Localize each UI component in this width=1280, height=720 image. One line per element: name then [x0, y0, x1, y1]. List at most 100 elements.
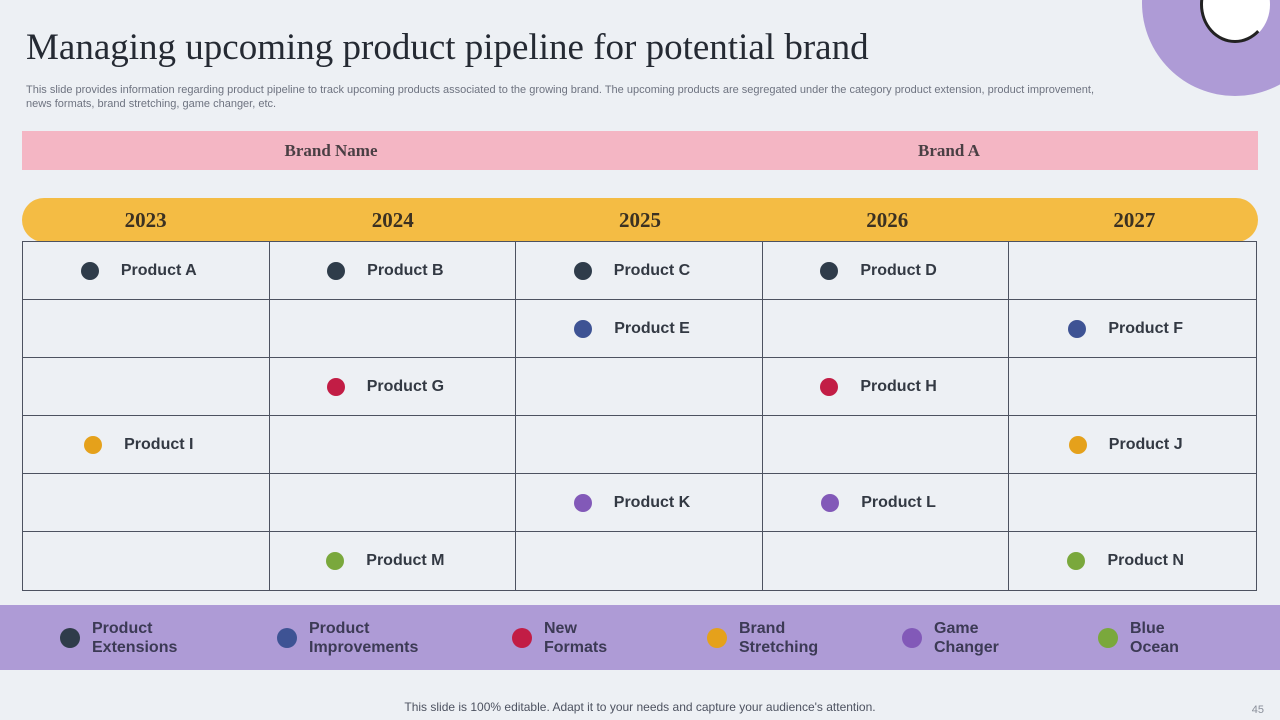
legend-bar: Product Extensions Product Improvements Ne… — [0, 605, 1280, 670]
year-header: 2026 — [866, 207, 909, 232]
legend-dot-icon — [60, 628, 80, 648]
year-header: 2023 — [124, 207, 167, 232]
grid-cell: Product A — [23, 242, 270, 300]
category-dot-icon — [80, 261, 99, 280]
legend-item: Blue Ocean — [1098, 619, 1179, 657]
product-item: Product M — [326, 552, 445, 570]
pipeline-grid: Product A Product B Product C Product D Prod… — [22, 241, 1257, 591]
legend-dot-icon — [277, 628, 297, 648]
product-label: Product F — [1108, 319, 1184, 337]
grid-cell — [269, 416, 517, 474]
product-item: Product I — [84, 435, 193, 454]
legend-label: Product Improvements — [309, 620, 419, 656]
grid-cell — [269, 474, 517, 532]
slide-title: Managing upcoming product pipeline for p… — [26, 27, 869, 68]
grid-cell — [1009, 242, 1256, 300]
grid-cell: Product L — [762, 474, 1010, 532]
grid-cell — [23, 358, 270, 416]
product-label: Product C — [613, 261, 691, 279]
product-label: Product D — [860, 261, 937, 279]
slide-subtitle: This slide provides information regardin… — [26, 84, 1095, 110]
year-header: 2025 — [619, 207, 661, 232]
product-item: Product E — [574, 319, 690, 338]
product-label: Product N — [1107, 552, 1184, 569]
brand-name-value: Brand A — [918, 140, 980, 160]
category-dot-icon — [820, 377, 839, 396]
legend-dot-icon — [512, 628, 532, 648]
category-dot-icon — [574, 319, 593, 338]
grid-cell: Product D — [762, 242, 1010, 300]
product-item: Product J — [1068, 435, 1183, 454]
category-dot-icon — [820, 261, 839, 280]
product-label: Product H — [860, 377, 937, 395]
category-dot-icon — [1068, 319, 1087, 338]
grid-cell: Product G — [269, 358, 517, 416]
product-label: Product B — [367, 261, 444, 279]
category-dot-icon — [821, 493, 840, 512]
grid-cell: Product H — [762, 358, 1010, 416]
grid-cell — [762, 416, 1010, 474]
legend-item: Product Extensions — [60, 619, 177, 657]
category-dot-icon — [573, 493, 592, 512]
page-number: 45 — [1251, 704, 1264, 716]
product-label: Product E — [614, 319, 690, 337]
product-item: Product B — [327, 261, 444, 280]
grid-cell — [23, 474, 270, 532]
product-item: Product F — [1068, 319, 1184, 338]
product-item: Product H — [820, 377, 937, 396]
year-bar: 2023 2024 2025 2026 2027 — [22, 198, 1258, 242]
product-item: Product N — [1067, 552, 1184, 570]
legend-label: New Formats — [544, 620, 608, 656]
grid-cell: Product C — [516, 242, 763, 300]
year-header: 2024 — [371, 207, 414, 232]
grid-cell: Product J — [1009, 416, 1256, 474]
grid-cell — [516, 532, 763, 590]
legend-label: Brand Stretching — [739, 620, 819, 656]
product-label: Product G — [366, 377, 445, 395]
year-header: 2027 — [1113, 207, 1156, 232]
grid-cell: Product K — [516, 474, 763, 532]
legend-item: Game Changer — [902, 619, 999, 657]
grid-cell: Product B — [269, 242, 517, 300]
category-dot-icon — [84, 435, 103, 454]
legend-label: Product Extensions — [92, 620, 178, 656]
category-dot-icon — [1067, 552, 1086, 570]
product-item: Product D — [820, 261, 937, 280]
product-item: Product G — [326, 377, 445, 396]
product-item: Product L — [821, 493, 936, 512]
legend-dot-icon — [1098, 628, 1118, 648]
product-item: Product C — [573, 261, 691, 280]
legend-label: Game Changer — [934, 620, 999, 656]
category-dot-icon — [1068, 435, 1087, 454]
grid-cell: Product M — [270, 532, 517, 590]
legend-label: Blue Ocean — [1130, 620, 1179, 656]
grid-cell — [269, 300, 517, 358]
grid-cell — [1009, 358, 1256, 416]
legend-item: Product Improvements — [277, 619, 418, 657]
grid-cell: Product N — [1009, 532, 1256, 590]
product-item: Product K — [573, 493, 691, 512]
grid-cell: Product E — [516, 300, 763, 358]
grid-cell — [1009, 474, 1256, 532]
category-dot-icon — [327, 261, 346, 280]
product-label: Product J — [1108, 435, 1183, 453]
grid-cell — [23, 532, 270, 590]
product-label: Product K — [613, 493, 691, 511]
grid-cell: Product F — [1009, 300, 1256, 358]
brand-bar: Brand Name Brand A — [22, 131, 1258, 170]
legend-item: Brand Stretching — [707, 619, 818, 657]
product-label: Product A — [120, 261, 197, 279]
product-item: Product A — [80, 261, 197, 280]
legend-dot-icon — [902, 628, 922, 648]
product-label: Product M — [366, 552, 445, 569]
grid-cell — [516, 416, 763, 474]
grid-cell — [516, 358, 763, 416]
grid-cell — [763, 532, 1010, 590]
brand-name-label: Brand Name — [284, 140, 378, 160]
footer-note: This slide is 100% editable. Adapt it to… — [404, 700, 876, 714]
grid-cell — [762, 300, 1010, 358]
legend-item: New Formats — [512, 619, 607, 657]
category-dot-icon — [326, 552, 345, 570]
category-dot-icon — [326, 377, 345, 396]
legend-dot-icon — [707, 628, 727, 648]
